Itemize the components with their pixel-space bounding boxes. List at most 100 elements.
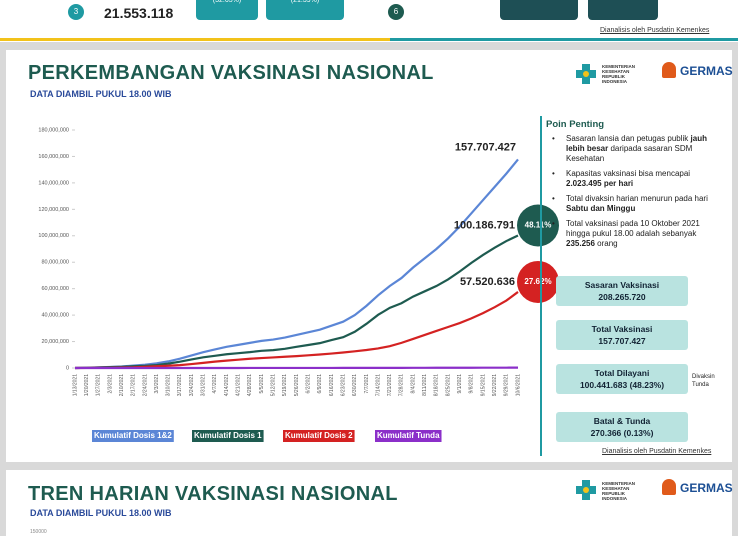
x-tick-label: 3/31/2021 xyxy=(201,374,207,396)
x-tick-label: 6/2/2021 xyxy=(305,374,311,394)
x-tick-label: 7/14/2021 xyxy=(375,374,381,396)
slide-title: TREN HARIAN VAKSINASI NASIONAL xyxy=(28,483,398,505)
x-tick-label: 1/13/2021 xyxy=(72,374,78,396)
y-tick-label: 180,000,000 xyxy=(38,127,69,133)
key-point-text: 235.256 xyxy=(566,239,595,248)
y-tick-label: 120,000,000 xyxy=(38,207,69,213)
panel-divider xyxy=(540,116,542,456)
key-point: Total vaksinasi pada 10 Oktober 2021 hin… xyxy=(548,219,718,249)
ministry-logo xyxy=(574,478,598,502)
x-tick-label: 6/23/2021 xyxy=(340,374,346,396)
legend-label: Kumulatif Dosis 2 xyxy=(285,431,353,440)
logo-icon xyxy=(576,64,596,84)
prev-slide: 3 21.553.118 (32.65%) (21.39%) 6 Dianali… xyxy=(0,0,738,42)
key-points: Sasaran lansia dan petugas publik jauh l… xyxy=(548,134,718,254)
stat-label: Total Dilayani xyxy=(594,368,650,378)
key-point-text: 2.023.495 per hari xyxy=(566,179,634,188)
stat-value: 100.441.683 (48.23%) xyxy=(579,380,665,390)
x-tick-label: 6/30/2021 xyxy=(352,374,358,396)
end-label: 100.186.791 xyxy=(454,219,515,231)
slide-subtitle: DATA DIAMBIL PUKUL 18.00 WIB xyxy=(30,508,172,518)
x-tick-label: 4/7/2021 xyxy=(212,374,218,394)
badge xyxy=(517,260,559,303)
key-point: Total divaksin harian menurun pada hari … xyxy=(548,194,718,214)
box xyxy=(588,0,658,20)
end-label: 57.520.636 xyxy=(460,276,515,288)
legend-label: Kumulatif Dosis 1&2 xyxy=(94,431,172,440)
germas-icon xyxy=(662,62,676,78)
legend-swatch xyxy=(375,430,442,442)
y-tick-label: 0 xyxy=(66,365,69,371)
credit: Dianalisis oleh Pusdatin Kemenkes xyxy=(600,27,710,34)
ministry-name: KEMENTERIAN KESEHATAN REPUBLIK INDONESIA xyxy=(602,64,635,84)
x-tick-label: 4/28/2021 xyxy=(247,374,253,396)
logo-line: REPUBLIK xyxy=(602,491,626,496)
credit: Dianalisis oleh Pusdatin Kemenkes xyxy=(602,448,712,455)
stat-box: Batal & Tunda 270.366 (0.13%) xyxy=(556,412,688,442)
x-tick-label: 2/24/2021 xyxy=(142,374,148,396)
y-tick-label: 100,000,000 xyxy=(38,233,69,239)
x-tick-label: 2/17/2021 xyxy=(131,374,137,396)
key-point: Kapasitas vaksinasi bisa mencapai 2.023.… xyxy=(548,169,718,189)
stat-value: 270.366 (0.13%) xyxy=(590,428,654,438)
y-tick-label: 160,000,000 xyxy=(38,154,69,160)
x-tick-label: 9/29/2021 xyxy=(504,374,510,396)
x-tick-label: 5/12/2021 xyxy=(271,374,277,396)
stat-label: Batal & Tunda xyxy=(593,416,651,426)
badge-label: 27.62% xyxy=(524,277,551,286)
x-tick-label: 1/27/2021 xyxy=(96,374,102,396)
germas-icon xyxy=(662,479,676,495)
slide-title: PERKEMBANGAN VAKSINASI NASIONAL xyxy=(28,62,434,84)
key-point-text: orang xyxy=(594,239,618,248)
stat-box: Sasaran Vaksinasi 208.265.720 xyxy=(556,276,688,306)
legend-swatch xyxy=(92,430,174,442)
x-tick-label: 8/4/2021 xyxy=(410,374,416,394)
step-badge: 3 xyxy=(68,4,84,20)
logo-line: KESEHATAN xyxy=(602,69,630,74)
x-tick-label: 8/11/2021 xyxy=(422,374,428,396)
x-tick-label: 3/3/2021 xyxy=(154,374,160,394)
x-tick-label: 6/9/2021 xyxy=(317,374,323,394)
x-tick-label: 9/15/2021 xyxy=(480,374,486,396)
logo-icon xyxy=(576,480,596,500)
logo-line: REPUBLIK xyxy=(602,74,626,79)
stat-label: Total Vaksinasi xyxy=(591,324,653,334)
y-tick-label: 20,000,000 xyxy=(41,339,69,345)
series-line xyxy=(74,234,519,370)
series-line xyxy=(74,158,519,370)
legend-label: Kumulatif Tunda xyxy=(377,431,440,440)
x-tick-label: 8/25/2021 xyxy=(445,374,451,396)
box-note: Tunda xyxy=(692,382,709,388)
stat-value: 157.707.427 xyxy=(598,336,646,346)
legend-swatch xyxy=(283,430,355,442)
x-tick-label: 9/22/2021 xyxy=(492,374,498,396)
x-tick-label: 5/5/2021 xyxy=(259,374,265,394)
logo-line: INDONESIA xyxy=(602,79,628,84)
next-slide xyxy=(6,470,732,536)
x-tick-label: 3/10/2021 xyxy=(166,374,172,396)
pct-box: (21.39%) xyxy=(266,0,344,20)
x-tick-label: 2/3/2021 xyxy=(107,374,113,394)
x-tick-label: 7/21/2021 xyxy=(387,374,393,396)
legend-label: Kumulatif Dosis 1 xyxy=(194,431,262,440)
ministry-logo xyxy=(574,62,598,86)
legend-swatch xyxy=(192,430,264,442)
x-tick-label: 8/18/2021 xyxy=(434,374,440,396)
slide-subtitle: DATA DIAMBIL PUKUL 18.00 WIB xyxy=(30,89,172,99)
key-point-text: Kapasitas vaksinasi bisa mencapai xyxy=(566,169,691,178)
x-tick-label: 5/26/2021 xyxy=(294,374,300,396)
x-tick-label: 7/7/2021 xyxy=(364,374,370,394)
count: 21.553.118 xyxy=(104,5,174,21)
key-point-text: Sabtu dan Minggu xyxy=(566,204,636,213)
end-label: 157.707.427 xyxy=(455,141,516,153)
step-badge: 6 xyxy=(388,4,404,20)
x-tick-label: 7/28/2021 xyxy=(399,374,405,396)
x-tick-label: 4/14/2021 xyxy=(224,374,230,396)
key-point-text: Sasaran lansia dan petugas publik xyxy=(566,134,691,143)
key-point-text: Total vaksinasi pada 10 Oktober 2021 hin… xyxy=(566,219,700,238)
badge-label: 48.11% xyxy=(525,221,552,230)
x-tick-label: 4/21/2021 xyxy=(236,374,242,396)
stat-box: Total Vaksinasi 157.707.427 xyxy=(556,320,688,350)
x-tick-label: 5/19/2021 xyxy=(282,374,288,396)
